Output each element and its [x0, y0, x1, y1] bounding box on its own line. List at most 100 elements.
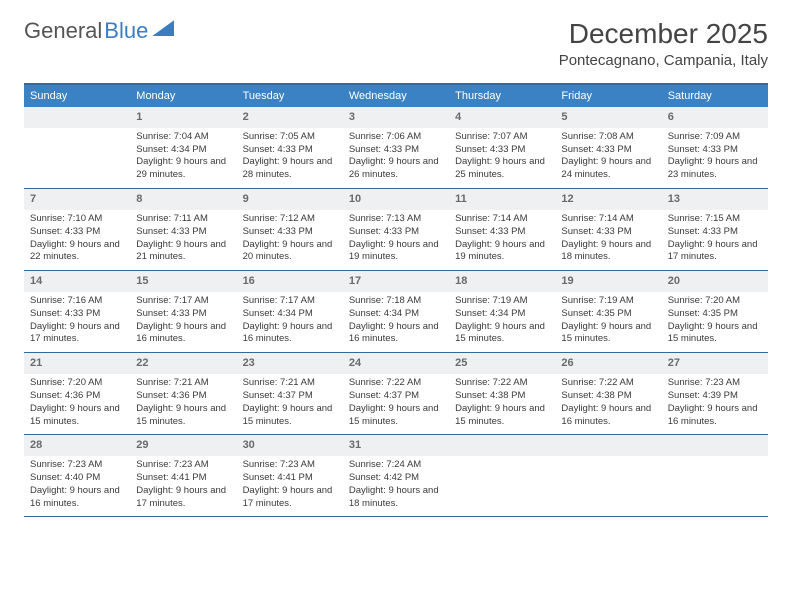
sunset-text: Sunset: 4:33 PM — [668, 226, 762, 239]
day-number: 5 — [555, 107, 661, 128]
day-cell: 3Sunrise: 7:06 AMSunset: 4:33 PMDaylight… — [343, 107, 449, 188]
dow-cell: Thursday — [449, 85, 555, 107]
day-number — [24, 107, 130, 128]
day-cell: 30Sunrise: 7:23 AMSunset: 4:41 PMDayligh… — [237, 435, 343, 516]
daylight-text: Daylight: 9 hours and 17 minutes. — [668, 239, 762, 265]
sunset-text: Sunset: 4:41 PM — [243, 472, 337, 485]
sunrise-text: Sunrise: 7:08 AM — [561, 131, 655, 144]
daylight-text: Daylight: 9 hours and 19 minutes. — [455, 239, 549, 265]
logo-text-gray: General — [24, 18, 102, 44]
daylight-text: Daylight: 9 hours and 17 minutes. — [243, 485, 337, 511]
dow-cell: Saturday — [662, 85, 768, 107]
sunset-text: Sunset: 4:33 PM — [668, 144, 762, 157]
day-body: Sunrise: 7:21 AMSunset: 4:37 PMDaylight:… — [237, 374, 343, 434]
day-body: Sunrise: 7:06 AMSunset: 4:33 PMDaylight:… — [343, 128, 449, 188]
day-number: 20 — [662, 271, 768, 292]
daylight-text: Daylight: 9 hours and 16 minutes. — [136, 321, 230, 347]
daylight-text: Daylight: 9 hours and 16 minutes. — [243, 321, 337, 347]
sunrise-text: Sunrise: 7:22 AM — [561, 377, 655, 390]
day-body: Sunrise: 7:13 AMSunset: 4:33 PMDaylight:… — [343, 210, 449, 270]
week-row: 1Sunrise: 7:04 AMSunset: 4:34 PMDaylight… — [24, 107, 768, 189]
day-body: Sunrise: 7:23 AMSunset: 4:40 PMDaylight:… — [24, 456, 130, 516]
daylight-text: Daylight: 9 hours and 15 minutes. — [349, 403, 443, 429]
daylight-text: Daylight: 9 hours and 15 minutes. — [668, 321, 762, 347]
day-number: 8 — [130, 189, 236, 210]
day-number: 1 — [130, 107, 236, 128]
day-cell: 31Sunrise: 7:24 AMSunset: 4:42 PMDayligh… — [343, 435, 449, 516]
day-cell: 6Sunrise: 7:09 AMSunset: 4:33 PMDaylight… — [662, 107, 768, 188]
day-body: Sunrise: 7:05 AMSunset: 4:33 PMDaylight:… — [237, 128, 343, 188]
sunset-text: Sunset: 4:42 PM — [349, 472, 443, 485]
day-number: 10 — [343, 189, 449, 210]
day-number — [449, 435, 555, 456]
sunset-text: Sunset: 4:33 PM — [561, 144, 655, 157]
day-number: 24 — [343, 353, 449, 374]
header: GeneralBlue December 2025 Pontecagnano, … — [24, 18, 768, 69]
day-number: 28 — [24, 435, 130, 456]
daylight-text: Daylight: 9 hours and 20 minutes. — [243, 239, 337, 265]
day-cell: 21Sunrise: 7:20 AMSunset: 4:36 PMDayligh… — [24, 353, 130, 434]
day-number: 17 — [343, 271, 449, 292]
day-body: Sunrise: 7:21 AMSunset: 4:36 PMDaylight:… — [130, 374, 236, 434]
sunset-text: Sunset: 4:34 PM — [349, 308, 443, 321]
sunrise-text: Sunrise: 7:21 AM — [243, 377, 337, 390]
daylight-text: Daylight: 9 hours and 22 minutes. — [30, 239, 124, 265]
day-body: Sunrise: 7:24 AMSunset: 4:42 PMDaylight:… — [343, 456, 449, 516]
logo-text-blue: Blue — [104, 18, 148, 44]
sunrise-text: Sunrise: 7:20 AM — [668, 295, 762, 308]
sunrise-text: Sunrise: 7:04 AM — [136, 131, 230, 144]
sunrise-text: Sunrise: 7:17 AM — [136, 295, 230, 308]
day-body: Sunrise: 7:23 AMSunset: 4:41 PMDaylight:… — [237, 456, 343, 516]
day-cell — [555, 435, 661, 516]
sunset-text: Sunset: 4:33 PM — [349, 226, 443, 239]
daylight-text: Daylight: 9 hours and 15 minutes. — [455, 403, 549, 429]
day-body: Sunrise: 7:15 AMSunset: 4:33 PMDaylight:… — [662, 210, 768, 270]
day-body: Sunrise: 7:22 AMSunset: 4:38 PMDaylight:… — [555, 374, 661, 434]
dow-cell: Friday — [555, 85, 661, 107]
daylight-text: Daylight: 9 hours and 21 minutes. — [136, 239, 230, 265]
day-body: Sunrise: 7:09 AMSunset: 4:33 PMDaylight:… — [662, 128, 768, 188]
day-cell — [24, 107, 130, 188]
day-body: Sunrise: 7:11 AMSunset: 4:33 PMDaylight:… — [130, 210, 236, 270]
sunset-text: Sunset: 4:37 PM — [349, 390, 443, 403]
day-cell: 18Sunrise: 7:19 AMSunset: 4:34 PMDayligh… — [449, 271, 555, 352]
day-body: Sunrise: 7:17 AMSunset: 4:34 PMDaylight:… — [237, 292, 343, 352]
day-body: Sunrise: 7:16 AMSunset: 4:33 PMDaylight:… — [24, 292, 130, 352]
sunset-text: Sunset: 4:36 PM — [30, 390, 124, 403]
daylight-text: Daylight: 9 hours and 15 minutes. — [136, 403, 230, 429]
day-of-week-header: SundayMondayTuesdayWednesdayThursdayFrid… — [24, 85, 768, 107]
day-body: Sunrise: 7:14 AMSunset: 4:33 PMDaylight:… — [449, 210, 555, 270]
day-body — [662, 456, 768, 514]
day-number: 30 — [237, 435, 343, 456]
sunset-text: Sunset: 4:33 PM — [455, 144, 549, 157]
day-body: Sunrise: 7:07 AMSunset: 4:33 PMDaylight:… — [449, 128, 555, 188]
sunrise-text: Sunrise: 7:22 AM — [349, 377, 443, 390]
week-row: 7Sunrise: 7:10 AMSunset: 4:33 PMDaylight… — [24, 189, 768, 271]
sunrise-text: Sunrise: 7:23 AM — [668, 377, 762, 390]
sunset-text: Sunset: 4:35 PM — [561, 308, 655, 321]
sunset-text: Sunset: 4:33 PM — [349, 144, 443, 157]
daylight-text: Daylight: 9 hours and 24 minutes. — [561, 156, 655, 182]
day-cell: 14Sunrise: 7:16 AMSunset: 4:33 PMDayligh… — [24, 271, 130, 352]
day-cell: 15Sunrise: 7:17 AMSunset: 4:33 PMDayligh… — [130, 271, 236, 352]
day-body: Sunrise: 7:18 AMSunset: 4:34 PMDaylight:… — [343, 292, 449, 352]
day-number: 21 — [24, 353, 130, 374]
daylight-text: Daylight: 9 hours and 16 minutes. — [668, 403, 762, 429]
day-number: 29 — [130, 435, 236, 456]
sunrise-text: Sunrise: 7:12 AM — [243, 213, 337, 226]
sunset-text: Sunset: 4:33 PM — [30, 226, 124, 239]
sunrise-text: Sunrise: 7:23 AM — [30, 459, 124, 472]
day-cell: 20Sunrise: 7:20 AMSunset: 4:35 PMDayligh… — [662, 271, 768, 352]
sunrise-text: Sunrise: 7:10 AM — [30, 213, 124, 226]
daylight-text: Daylight: 9 hours and 16 minutes. — [30, 485, 124, 511]
title-block: December 2025 Pontecagnano, Campania, It… — [559, 18, 768, 69]
day-number: 13 — [662, 189, 768, 210]
week-row: 14Sunrise: 7:16 AMSunset: 4:33 PMDayligh… — [24, 271, 768, 353]
day-body: Sunrise: 7:20 AMSunset: 4:35 PMDaylight:… — [662, 292, 768, 352]
day-number: 31 — [343, 435, 449, 456]
day-number: 27 — [662, 353, 768, 374]
sunset-text: Sunset: 4:33 PM — [30, 308, 124, 321]
day-body: Sunrise: 7:08 AMSunset: 4:33 PMDaylight:… — [555, 128, 661, 188]
day-cell: 11Sunrise: 7:14 AMSunset: 4:33 PMDayligh… — [449, 189, 555, 270]
week-row: 28Sunrise: 7:23 AMSunset: 4:40 PMDayligh… — [24, 435, 768, 517]
